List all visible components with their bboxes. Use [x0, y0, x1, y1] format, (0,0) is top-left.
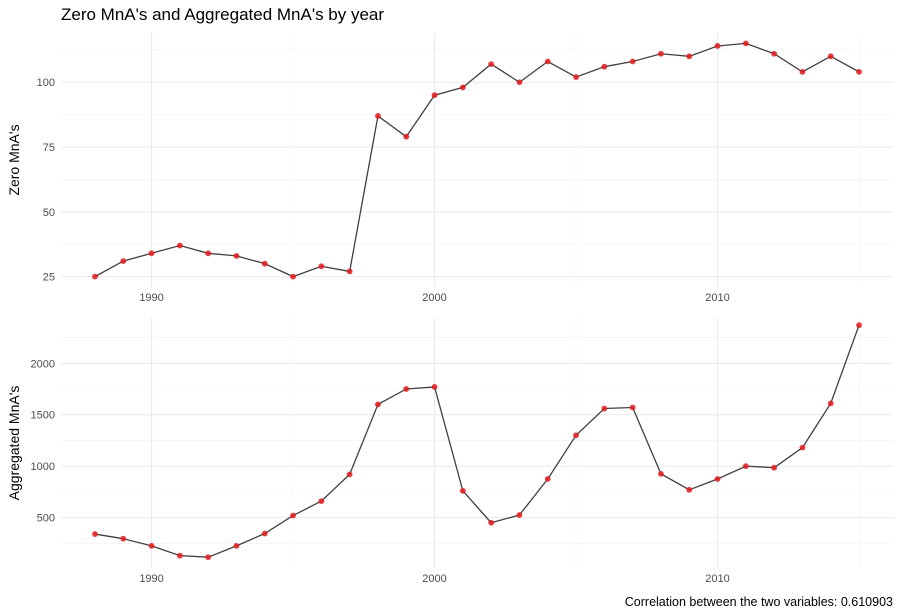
x-tick-label: 2000	[422, 573, 446, 585]
data-point	[742, 463, 749, 470]
data-point	[827, 400, 834, 407]
y-axis-title: Aggregated MnA's	[6, 386, 22, 501]
y-tick-label: 1000	[31, 461, 55, 473]
data-point	[233, 542, 240, 549]
data-point	[403, 133, 410, 140]
data-point	[459, 84, 466, 91]
data-point	[176, 242, 183, 249]
data-point	[799, 68, 806, 75]
data-point	[346, 471, 353, 478]
data-point	[601, 405, 608, 412]
data-point	[375, 113, 381, 119]
x-tick-label: 2000	[422, 292, 446, 304]
data-point	[375, 401, 381, 408]
data-point	[459, 487, 466, 494]
y-tick-label: 100	[37, 77, 55, 89]
data-point	[629, 404, 636, 411]
data-point	[431, 92, 438, 99]
y-tick-label: 50	[43, 207, 55, 219]
data-point	[799, 444, 806, 451]
data-point	[92, 273, 98, 280]
data-point	[290, 273, 296, 280]
data-point	[771, 464, 778, 471]
data-point	[686, 53, 693, 60]
data-point	[658, 470, 664, 477]
data-point	[516, 512, 523, 518]
data-point	[261, 530, 268, 537]
data-point	[148, 250, 155, 257]
y-tick-label: 500	[37, 513, 55, 525]
data-point	[92, 531, 98, 537]
data-point	[261, 260, 268, 267]
data-point	[290, 512, 296, 519]
series-line	[94, 42, 860, 278]
data-point	[544, 58, 551, 65]
correlation-caption: Correlation between the two variables: 0…	[625, 595, 893, 609]
data-point	[318, 498, 325, 505]
data-point	[488, 61, 495, 68]
data-point	[714, 476, 721, 482]
data-point	[403, 386, 410, 392]
y-tick-label: 25	[43, 272, 55, 284]
data-point	[658, 50, 664, 57]
data-point	[431, 384, 438, 390]
panel-zero-mnas: 25 50 75 100 1990 2000 2010 Zero MnA's	[6, 33, 893, 304]
data-point	[318, 263, 325, 270]
data-point	[346, 268, 353, 275]
data-point	[120, 258, 127, 264]
data-point	[148, 542, 155, 549]
data-point	[686, 486, 693, 493]
data-point	[176, 552, 183, 559]
data-point	[205, 554, 212, 561]
x-tick-label: 1990	[139, 292, 163, 304]
data-point	[856, 322, 862, 329]
data-point	[714, 43, 721, 49]
data-point	[771, 50, 778, 57]
y-tick-label: 2000	[31, 358, 55, 370]
x-tick-label: 2010	[705, 573, 729, 585]
y-tick-label: 1500	[31, 410, 55, 422]
data-point	[827, 53, 834, 60]
series-line	[94, 324, 860, 558]
data-point	[516, 79, 523, 86]
data-point	[601, 63, 608, 70]
chart-title: Zero MnA's and Aggregated MnA's by year	[61, 5, 384, 24]
data-point	[488, 519, 495, 526]
data-point	[544, 476, 551, 482]
y-tick-label: 75	[43, 142, 55, 154]
data-point	[573, 74, 579, 80]
x-tick-label: 2010	[705, 292, 729, 304]
data-point	[205, 250, 212, 257]
x-tick-label: 1990	[139, 573, 163, 585]
data-point	[742, 40, 749, 47]
data-point	[629, 58, 636, 65]
panel-aggregated-mnas: 500 1000 1500 2000 1990 2000 2010 Aggregated Mn…	[6, 318, 893, 585]
data-point	[233, 252, 240, 259]
data-point	[856, 68, 862, 75]
y-axis-title: Zero MnA's	[6, 124, 22, 195]
data-point	[120, 535, 127, 542]
data-point	[573, 432, 579, 439]
